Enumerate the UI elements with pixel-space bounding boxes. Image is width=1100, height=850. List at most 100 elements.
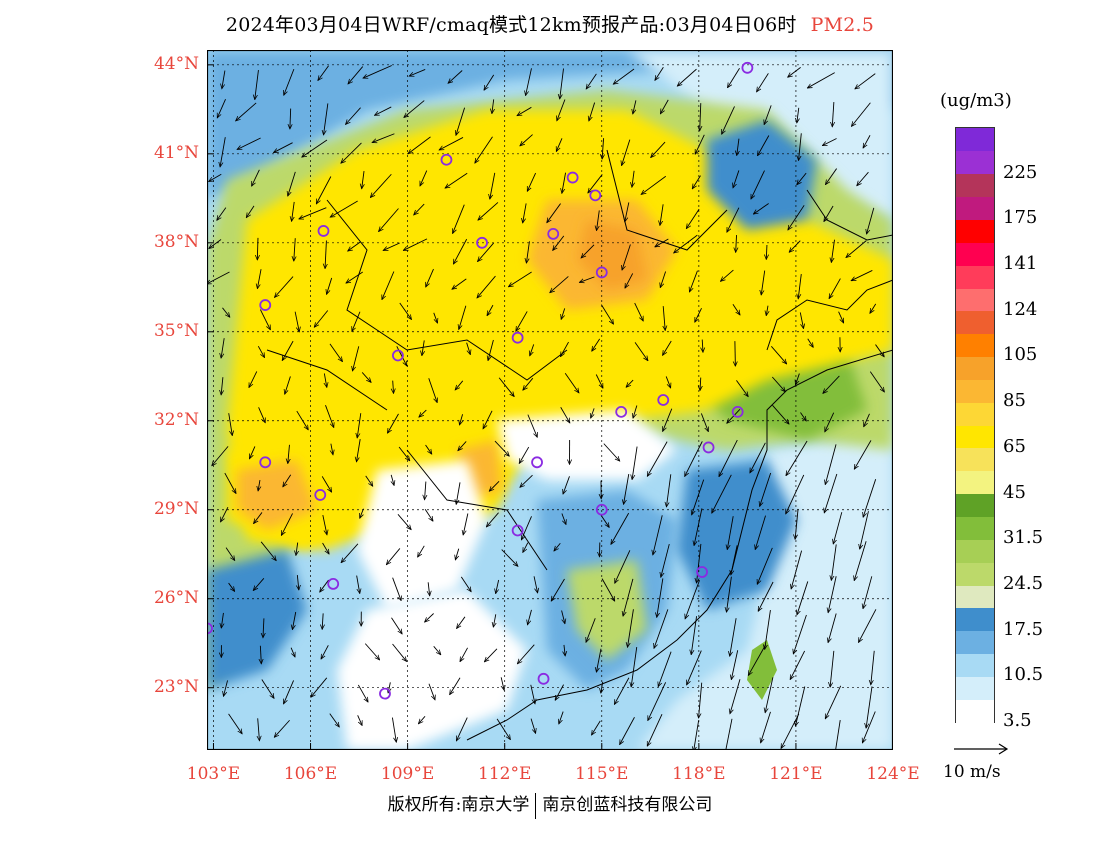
lon-label: 103°E xyxy=(186,764,241,784)
wind-arrow xyxy=(496,718,510,740)
wind-arrow xyxy=(523,542,529,553)
city-marker xyxy=(615,405,628,418)
wind-arrow xyxy=(761,711,771,743)
wind-arrow xyxy=(622,139,631,166)
legend-swatch xyxy=(956,653,994,677)
wind-arrow xyxy=(456,482,461,504)
wind-arrow xyxy=(799,312,803,328)
wind-arrow xyxy=(788,205,805,230)
map-title: 2024年03月04日WRF/cmaq模式12km预报产品:03月04日06时 P… xyxy=(0,10,1100,37)
city-marker xyxy=(207,622,213,635)
wind-arrow xyxy=(611,512,630,544)
wind-arrow xyxy=(770,346,786,364)
wind-arrow xyxy=(253,578,265,590)
wind-arrow xyxy=(560,341,569,357)
wind-arrow xyxy=(324,103,329,135)
wind-arrow xyxy=(559,711,564,724)
wind-arrow xyxy=(712,474,732,513)
wind-arrow xyxy=(391,474,394,486)
wind-arrow xyxy=(257,269,262,289)
pollutant-label: PM2.5 xyxy=(810,14,875,36)
wind-arrow xyxy=(691,616,698,654)
wind-arrow xyxy=(221,377,223,395)
wind-arrow xyxy=(655,66,664,80)
wind-arrow xyxy=(388,682,390,693)
wind-arrow xyxy=(321,476,331,492)
wind-arrow xyxy=(807,72,835,88)
wind-arrow xyxy=(458,441,467,450)
wind-arrow xyxy=(419,170,428,186)
wind-arrow xyxy=(588,174,603,193)
lon-label: 124°E xyxy=(866,764,920,784)
wind-arrow xyxy=(700,413,708,431)
city-marker xyxy=(476,236,488,249)
wind-arrow xyxy=(403,238,428,251)
wind-arrow xyxy=(727,207,740,233)
wind-arrow xyxy=(457,616,466,629)
wind-arrow xyxy=(661,543,670,577)
wind-arrow xyxy=(425,481,426,500)
wind-arrow xyxy=(727,516,734,549)
city-marker xyxy=(327,577,340,590)
wind-arrow xyxy=(220,137,226,167)
wind-arrow xyxy=(547,203,561,223)
city-marker xyxy=(741,61,754,74)
wind-arrow xyxy=(829,278,841,299)
wind-arrow xyxy=(217,207,227,221)
wind-arrow xyxy=(357,413,362,438)
wind-arrow xyxy=(663,306,665,330)
wind-arrow xyxy=(397,514,411,529)
legend-label: 85 xyxy=(1003,390,1026,412)
wind-arrow xyxy=(386,548,401,564)
wind-arrow xyxy=(561,308,566,319)
wind-arrow xyxy=(831,544,837,580)
wind-arrow xyxy=(290,647,295,657)
wind-arrow xyxy=(393,380,394,394)
wind-arrow xyxy=(851,270,873,282)
wind-arrow xyxy=(561,610,565,623)
wind-arrow xyxy=(523,377,534,390)
wind-arrow xyxy=(392,577,402,601)
wind-arrow xyxy=(526,68,532,95)
legend-label: 3.5 xyxy=(1003,710,1032,731)
wind-arrow xyxy=(428,378,437,402)
wind-arrow xyxy=(699,682,703,718)
wind-arrow xyxy=(600,304,613,325)
wind-arrow xyxy=(418,545,425,557)
wind-arrow xyxy=(766,305,768,316)
wind-arrow xyxy=(824,685,842,719)
wind-arrow xyxy=(425,444,432,454)
wind-arrow xyxy=(392,643,407,661)
wind-arrow xyxy=(586,618,596,642)
wind-arrow xyxy=(209,239,222,249)
wind-arrow xyxy=(863,576,873,608)
wind-arrow xyxy=(517,106,532,115)
footer-right: 南京创蓝科技有限公司 xyxy=(542,795,713,815)
wind-arrow xyxy=(318,65,329,81)
city-marker xyxy=(657,394,670,406)
wind-arrow xyxy=(732,303,740,315)
wind-arrow xyxy=(521,516,532,540)
wind-arrow xyxy=(478,202,499,220)
wind-arrow xyxy=(391,617,402,634)
legend-swatch xyxy=(956,196,994,220)
wind-arrow xyxy=(216,99,226,118)
wind-arrow xyxy=(597,210,600,230)
wind-arrow xyxy=(478,242,495,262)
copyright-footer: 版权所有:南京大学 南京创蓝科技有限公司 xyxy=(0,790,1100,819)
wind-arrow xyxy=(660,99,669,114)
wind-arrow xyxy=(455,548,460,560)
wind-arrow xyxy=(561,513,566,524)
wind-arrow xyxy=(586,73,597,89)
wind-arrow xyxy=(212,446,229,465)
map-frame xyxy=(206,49,894,751)
wind-arrow xyxy=(249,446,256,458)
wind-arrow xyxy=(730,618,737,656)
wind-arrow xyxy=(527,609,532,625)
wind-arrow xyxy=(786,440,808,476)
wind-arrow xyxy=(486,512,499,527)
wind-arrow xyxy=(466,342,471,355)
legend-label: 10.5 xyxy=(1003,664,1044,686)
wind-arrow xyxy=(453,238,468,264)
city-marker xyxy=(511,524,524,537)
